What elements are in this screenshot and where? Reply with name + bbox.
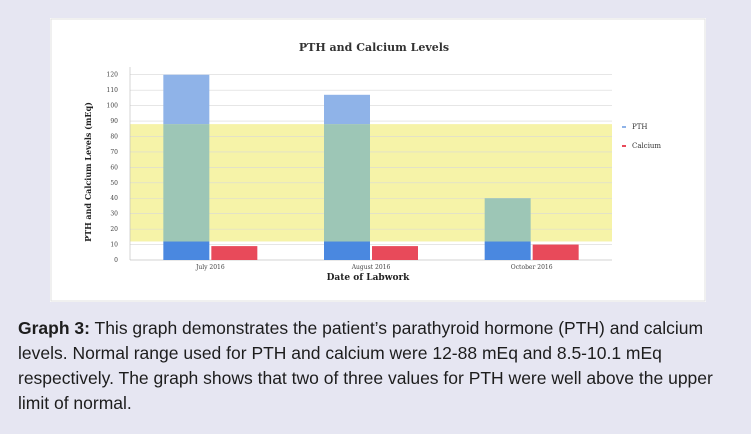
y-tick-label: 40: [110, 195, 118, 202]
y-tick-label: 90: [110, 118, 118, 125]
y-tick-label: 70: [110, 149, 118, 156]
y-tick-label: 30: [110, 211, 118, 218]
y-tick-label: 50: [110, 180, 118, 187]
plot-area: 0 10 20 30 40 50 60 70 80 90 100 110 120 July 2016 Aug…: [107, 67, 612, 271]
pth-bar: [484, 198, 531, 260]
y-tick-label: 100: [107, 103, 119, 110]
pth-bar: [163, 74, 210, 260]
pth-bar-normal-segment: [163, 124, 210, 242]
legend-label: PTH: [632, 123, 647, 131]
caption-text: This graph demonstrates the patient’s pa…: [18, 318, 713, 413]
y-axis-title: PTH and Calcium Levels (mEq): [83, 102, 93, 242]
pth-bar-normal-segment: [324, 124, 370, 242]
calcium-bar: [372, 246, 418, 260]
chart-title: PTH and Calcium Levels: [299, 41, 449, 54]
pth-bar-high-segment: [163, 74, 210, 125]
legend-swatch: [622, 126, 626, 128]
x-tick-label: October 2016: [511, 264, 553, 271]
figure-panel: 0 10 20 30 40 50 60 70 80 90 100 110 120 July 2016 Aug…: [50, 18, 706, 302]
pth-bar-high-segment: [324, 94, 370, 125]
calcium-bar: [532, 244, 579, 260]
legend-swatch: [622, 145, 626, 147]
y-tick-label: 20: [110, 226, 118, 233]
y-tick-label: 120: [107, 72, 119, 79]
y-tick-label: 10: [110, 242, 118, 249]
y-tick-label: 110: [107, 87, 119, 94]
caption-label: Graph 3:: [18, 318, 90, 338]
x-axis-title: Date of Labwork: [327, 273, 411, 283]
y-tick-label: 80: [110, 133, 118, 140]
pth-bar-normal-segment: [484, 198, 531, 242]
pth-calcium-bar-chart: 0 10 20 30 40 50 60 70 80 90 100 110 120 July 2016 Aug…: [50, 18, 706, 302]
pth-bar-low-segment: [163, 241, 210, 260]
pth-bar-low-segment: [324, 241, 370, 260]
figure-caption: Graph 3: This graph demonstrates the pat…: [18, 316, 738, 416]
legend-label: Calcium: [632, 142, 661, 150]
pth-bar-low-segment: [484, 241, 531, 260]
legend: PTH Calcium: [622, 123, 661, 150]
pth-bar: [324, 94, 370, 260]
y-tick-label: 60: [110, 164, 118, 171]
x-tick-label: July 2016: [195, 264, 225, 271]
x-tick-label: August 2016: [351, 264, 391, 271]
y-tick-label: 0: [114, 257, 118, 264]
calcium-bar: [211, 246, 258, 260]
